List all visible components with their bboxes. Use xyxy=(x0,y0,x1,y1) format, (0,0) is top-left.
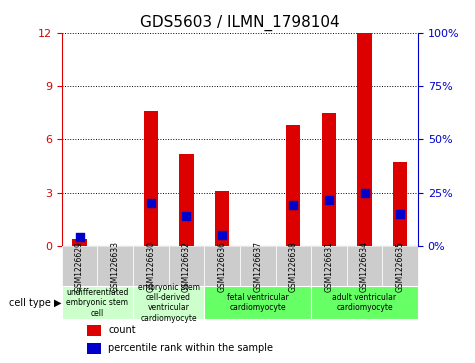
Point xyxy=(361,190,369,196)
Bar xyxy=(286,125,300,246)
Text: embryonic stem
cell-derived
ventricular
cardiomyocyte: embryonic stem cell-derived ventricular … xyxy=(138,283,200,323)
Point xyxy=(182,213,190,219)
FancyBboxPatch shape xyxy=(169,246,204,286)
Bar xyxy=(357,33,371,246)
Title: GDS5603 / ILMN_1798104: GDS5603 / ILMN_1798104 xyxy=(140,15,340,31)
Text: GSM1226633: GSM1226633 xyxy=(111,241,120,291)
FancyBboxPatch shape xyxy=(133,286,204,319)
Text: count: count xyxy=(108,325,136,335)
Text: GSM1226636: GSM1226636 xyxy=(218,241,227,291)
Text: percentile rank within the sample: percentile rank within the sample xyxy=(108,343,273,354)
Point xyxy=(218,232,226,238)
Bar xyxy=(215,191,229,246)
FancyBboxPatch shape xyxy=(204,286,311,319)
Text: GSM1226634: GSM1226634 xyxy=(360,241,369,291)
Bar xyxy=(180,154,194,246)
Bar xyxy=(143,111,158,246)
Text: undifferentiated
embryonic stem
cell: undifferentiated embryonic stem cell xyxy=(66,288,129,318)
FancyBboxPatch shape xyxy=(382,246,418,286)
Text: GSM1226629: GSM1226629 xyxy=(75,241,84,291)
FancyBboxPatch shape xyxy=(347,246,382,286)
FancyBboxPatch shape xyxy=(240,246,276,286)
Text: adult ventricular
cardiomyocyte: adult ventricular cardiomyocyte xyxy=(332,293,397,313)
Text: GSM1226632: GSM1226632 xyxy=(182,241,191,291)
Point xyxy=(76,234,84,240)
Point xyxy=(289,202,297,208)
Point xyxy=(396,211,404,217)
Bar xyxy=(322,113,336,246)
Bar xyxy=(86,343,101,354)
FancyBboxPatch shape xyxy=(133,246,169,286)
Text: GSM1226637: GSM1226637 xyxy=(253,241,262,291)
Bar xyxy=(393,163,407,246)
Text: GSM1226630: GSM1226630 xyxy=(146,241,155,291)
Text: GSM1226631: GSM1226631 xyxy=(324,241,333,291)
FancyBboxPatch shape xyxy=(97,246,133,286)
Point xyxy=(325,197,332,203)
Bar xyxy=(86,325,101,336)
Text: GSM1226635: GSM1226635 xyxy=(396,241,405,291)
Point xyxy=(147,200,155,206)
Text: cell type ▶: cell type ▶ xyxy=(9,298,62,308)
FancyBboxPatch shape xyxy=(204,246,240,286)
FancyBboxPatch shape xyxy=(276,246,311,286)
Text: fetal ventricular
cardiomyocyte: fetal ventricular cardiomyocyte xyxy=(227,293,289,313)
Text: GSM1226638: GSM1226638 xyxy=(289,241,298,291)
FancyBboxPatch shape xyxy=(62,246,97,286)
FancyBboxPatch shape xyxy=(311,286,418,319)
FancyBboxPatch shape xyxy=(311,246,347,286)
Bar xyxy=(72,239,86,246)
FancyBboxPatch shape xyxy=(62,286,133,319)
